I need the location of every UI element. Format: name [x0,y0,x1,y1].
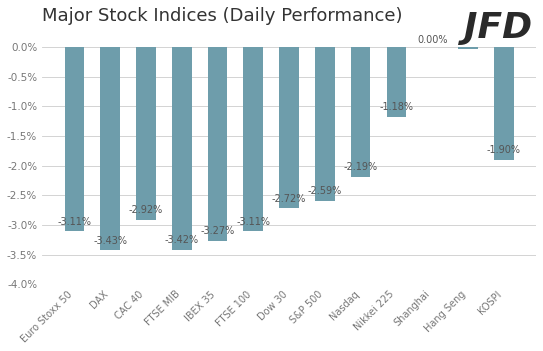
Text: -2.19%: -2.19% [344,162,378,172]
Text: JFD: JFD [464,11,532,45]
Bar [351,47,370,177]
Bar [458,47,478,49]
Bar [315,47,334,200]
Text: -3.42%: -3.42% [165,235,199,245]
Text: -1.18%: -1.18% [380,102,413,112]
Bar [243,47,263,231]
Bar [494,47,514,160]
Text: -3.27%: -3.27% [200,226,235,236]
Bar [136,47,156,220]
Bar [387,47,406,117]
Text: -2.59%: -2.59% [308,186,342,196]
Text: Major Stock Indices (Daily Performance): Major Stock Indices (Daily Performance) [42,7,402,25]
Text: -3.43%: -3.43% [93,236,127,246]
Bar [65,47,84,231]
Bar [279,47,299,208]
Bar [207,47,228,241]
Bar [172,47,192,250]
Text: -1.90%: -1.90% [487,145,521,155]
Bar [100,47,120,250]
Text: -2.72%: -2.72% [272,193,306,204]
Text: -2.92%: -2.92% [129,205,163,216]
Text: -3.11%: -3.11% [236,217,270,227]
Text: 0.00%: 0.00% [417,34,447,45]
Text: -3.11%: -3.11% [58,217,91,227]
